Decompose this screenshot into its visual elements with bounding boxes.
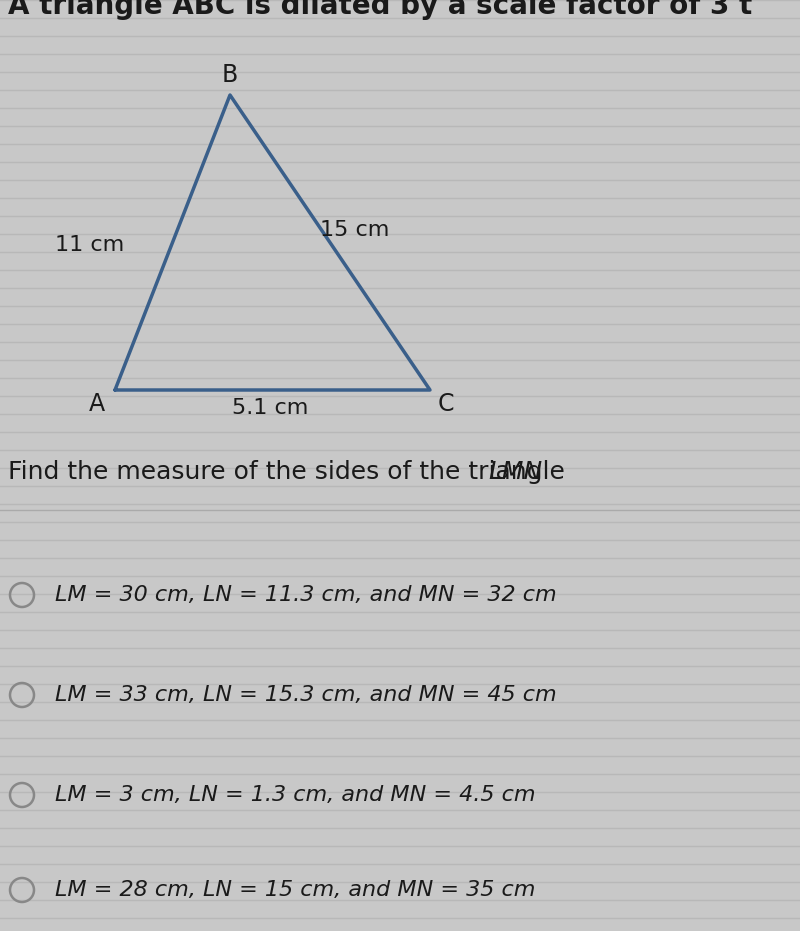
Text: B: B — [222, 63, 238, 87]
Text: C: C — [438, 392, 454, 416]
Text: Find the measure of the sides of the triangle: Find the measure of the sides of the tri… — [8, 460, 573, 484]
Text: LM = 33 cm, LN = 15.3 cm, and MN = 45 cm: LM = 33 cm, LN = 15.3 cm, and MN = 45 cm — [55, 685, 557, 705]
Text: 15 cm: 15 cm — [320, 220, 390, 240]
Text: LM = 28 cm, LN = 15 cm, and MN = 35 cm: LM = 28 cm, LN = 15 cm, and MN = 35 cm — [55, 880, 535, 900]
Text: A: A — [89, 392, 105, 416]
Text: LM = 3 cm, LN = 1.3 cm, and MN = 4.5 cm: LM = 3 cm, LN = 1.3 cm, and MN = 4.5 cm — [55, 785, 535, 805]
Text: LM = 30 cm, LN = 11.3 cm, and MN = 32 cm: LM = 30 cm, LN = 11.3 cm, and MN = 32 cm — [55, 585, 557, 605]
Text: LMN: LMN — [488, 460, 542, 484]
Text: 11 cm: 11 cm — [55, 235, 125, 255]
Text: A triangle ABC is dilated by a scale factor of 3 t: A triangle ABC is dilated by a scale fac… — [8, 0, 752, 20]
Text: 5.1 cm: 5.1 cm — [232, 398, 308, 418]
